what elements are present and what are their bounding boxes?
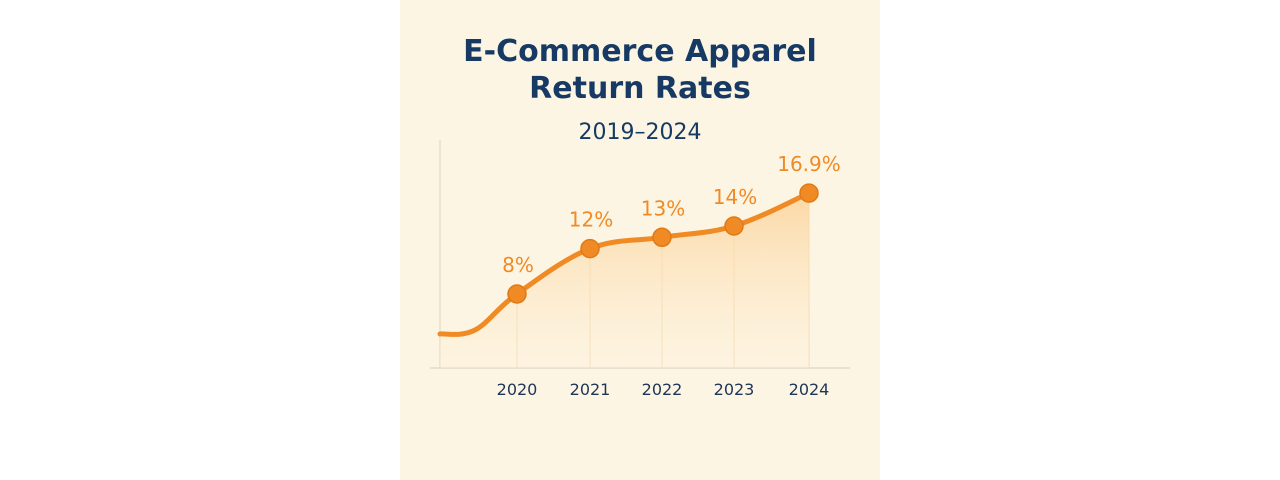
data-point [507,284,527,304]
data-label: 13% [641,196,685,220]
x-tick-label: 2023 [714,380,755,399]
area-fill [440,193,809,368]
x-tick-label: 2024 [789,380,830,399]
line-chart: 8% 12% 13% 14% 16.9% 2020 2021 2022 2023 2024 [430,140,850,399]
data-label: 14% [713,185,757,209]
data-point [580,238,600,259]
data-point [724,216,744,236]
x-tick-label: 2021 [570,380,611,399]
chart-title-line2: Return Rates [529,71,751,106]
data-label: 8% [502,253,534,277]
data-point [799,183,819,203]
data-label: 16.9% [777,152,841,176]
x-tick-label: 2022 [642,380,683,399]
chart-card: E-Commerce Apparel Return Rates 2019–202… [400,0,880,480]
data-label: 12% [569,208,613,232]
chart-subtitle: 2019–2024 [578,120,702,145]
x-tick-label: 2020 [497,380,538,399]
chart-title-line1: E-Commerce Apparel [463,34,817,69]
data-point [652,227,672,248]
